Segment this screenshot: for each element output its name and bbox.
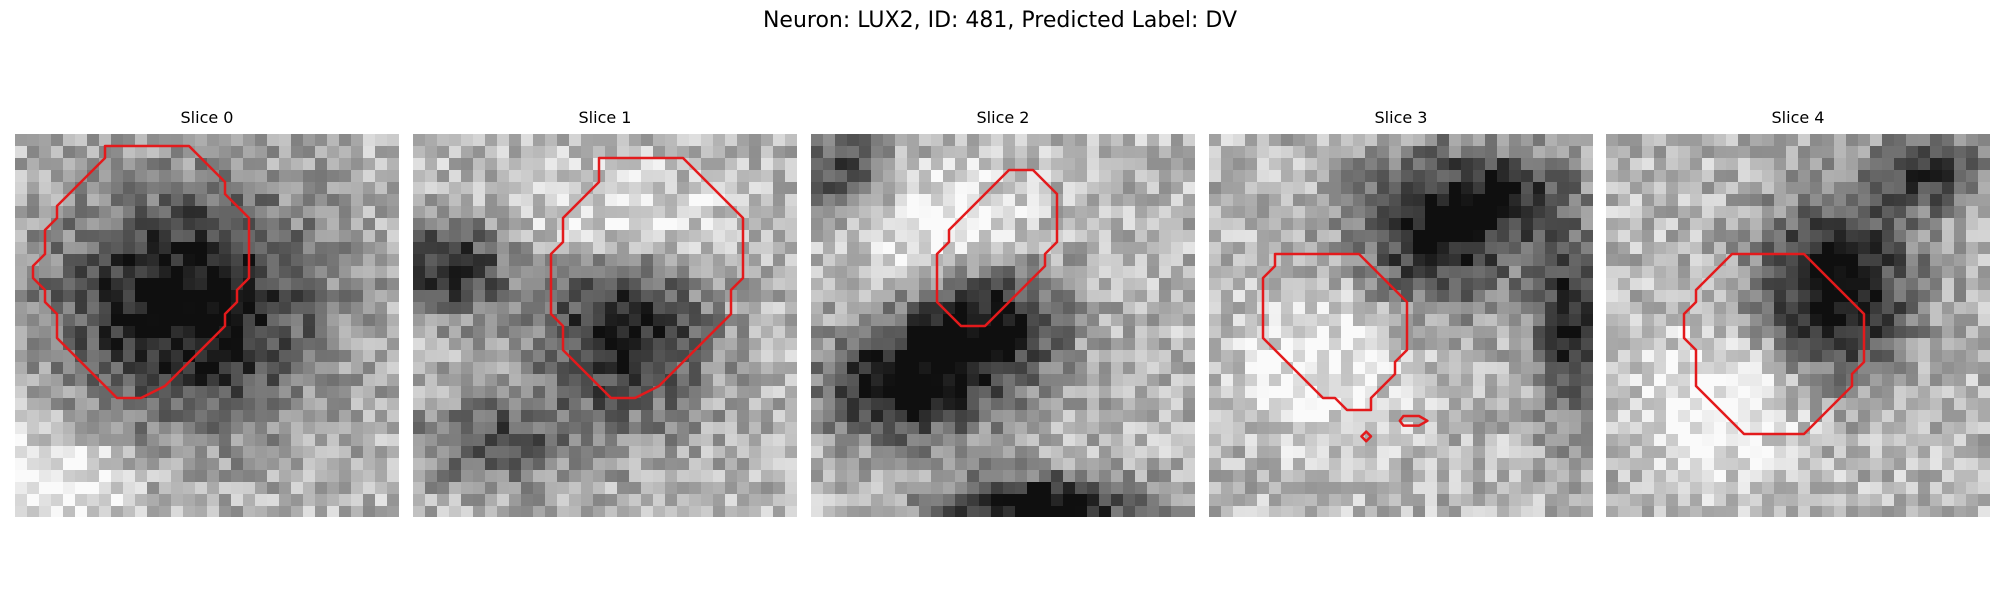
slice-image <box>413 134 797 517</box>
neuron-contour <box>1398 414 1429 427</box>
slice-image <box>811 134 1195 517</box>
neuron-contour <box>549 156 745 400</box>
panel-title: Slice 4 <box>1771 108 1825 127</box>
panel-title: Slice 2 <box>976 108 1030 127</box>
neuron-contour <box>935 168 1059 328</box>
panel-title: Slice 1 <box>578 108 632 127</box>
neuron-contour <box>1360 430 1373 443</box>
slice-image <box>15 134 399 517</box>
neuron-contour <box>1261 252 1409 412</box>
slice-image <box>1209 134 1593 517</box>
slice-image <box>1606 134 1990 517</box>
neuron-contour <box>31 144 251 400</box>
panel-title: Slice 3 <box>1374 108 1428 127</box>
panel-title: Slice 0 <box>180 108 234 127</box>
neuron-contour <box>1682 252 1866 436</box>
figure-title: Neuron: LUX2, ID: 481, Predicted Label: … <box>762 8 1238 33</box>
